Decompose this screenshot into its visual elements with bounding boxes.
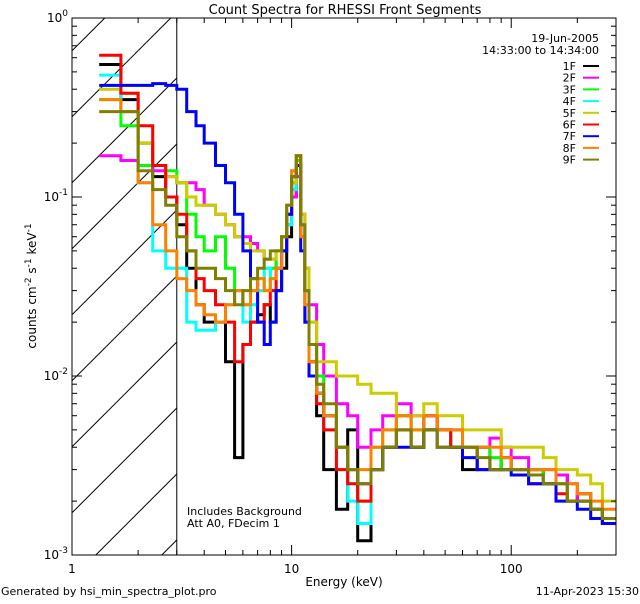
y-tick-label: 10-3 xyxy=(44,546,68,562)
axes: 1 10 100 100 10-1 10-2 10-3 xyxy=(44,9,617,576)
chart-title: Count Spectra for RHESSI Front Segments xyxy=(209,3,482,18)
legend-label-7F: 7F xyxy=(563,130,576,143)
annotation-background: Includes Background xyxy=(187,505,302,518)
hatch-line xyxy=(71,17,106,52)
plot-frame xyxy=(71,17,617,556)
footer-timestamp: 11-Apr-2023 15:30 xyxy=(536,585,639,598)
y-tick-label: 10-2 xyxy=(44,367,68,383)
hatch-line xyxy=(71,341,178,448)
hatch-line xyxy=(95,473,178,556)
date-label: 19-Jun-2005 xyxy=(531,32,599,45)
footer-generated-by: Generated by hsi_min_spectra_plot.pro xyxy=(1,585,217,598)
legend-label-6F: 6F xyxy=(563,119,576,132)
legend-label-3F: 3F xyxy=(563,83,576,96)
hatch-line xyxy=(71,407,178,514)
x-axis-label: Energy (keV) xyxy=(305,575,382,589)
series-lines xyxy=(99,53,616,543)
legend-label-9F: 9F xyxy=(563,154,576,167)
hatch-line xyxy=(71,143,178,250)
legend-label-4F: 4F xyxy=(563,95,576,108)
hatched-region xyxy=(71,17,178,556)
legend-label-8F: 8F xyxy=(563,142,576,155)
x-tick-label: 1 xyxy=(68,562,76,576)
x-tick-label: 100 xyxy=(500,562,523,576)
y-axis-label: counts cm-2 s-1 keV-1 xyxy=(24,223,39,348)
hatch-line xyxy=(71,77,178,184)
legend-label-1F: 1F xyxy=(563,60,576,73)
hatch-line xyxy=(161,539,178,556)
legend-label-5F: 5F xyxy=(563,107,576,120)
y-tick-label: 100 xyxy=(47,9,68,25)
hatch-line xyxy=(71,275,178,382)
annotation-attenuator: Att A0, FDecim 1 xyxy=(187,517,280,530)
y-tick-label: 10-1 xyxy=(44,188,68,204)
x-tick-label: 10 xyxy=(284,562,299,576)
hatch-line xyxy=(71,209,178,316)
time-range-label: 14:33:00 to 14:34:00 xyxy=(482,44,599,57)
series-line-9F xyxy=(99,110,616,520)
legend-label-2F: 2F xyxy=(563,72,576,85)
